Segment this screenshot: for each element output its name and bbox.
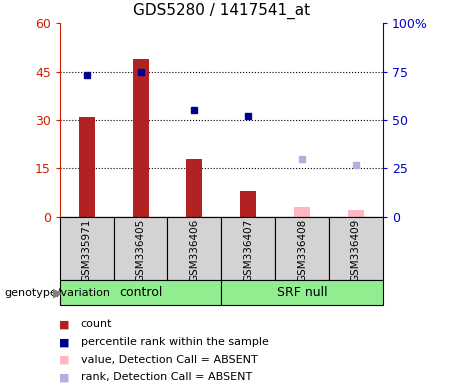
Text: value, Detection Call = ABSENT: value, Detection Call = ABSENT (81, 355, 257, 365)
Text: GSM336409: GSM336409 (351, 219, 361, 282)
Bar (221, 280, 383, 305)
Text: ■: ■ (59, 372, 70, 382)
Text: rank, Detection Call = ABSENT: rank, Detection Call = ABSENT (81, 372, 252, 382)
Bar (114, 217, 167, 280)
Text: ■: ■ (59, 337, 70, 347)
Text: GSM336407: GSM336407 (243, 219, 253, 282)
Text: control: control (119, 286, 162, 299)
Bar (329, 217, 383, 280)
Text: percentile rank within the sample: percentile rank within the sample (81, 337, 269, 347)
Bar (167, 217, 221, 280)
Text: GSM336406: GSM336406 (189, 219, 200, 282)
Bar (221, 217, 275, 280)
Bar (186, 159, 202, 217)
Text: GSM336408: GSM336408 (297, 219, 307, 282)
Bar (60, 217, 114, 280)
Bar (133, 59, 148, 217)
Text: GSM336405: GSM336405 (136, 219, 146, 282)
Title: GDS5280 / 1417541_at: GDS5280 / 1417541_at (133, 3, 310, 19)
Bar (294, 207, 310, 217)
Text: ■: ■ (59, 355, 70, 365)
Bar (275, 217, 329, 280)
Bar (240, 191, 256, 217)
Text: GSM335971: GSM335971 (82, 219, 92, 282)
Bar (60, 280, 221, 305)
Text: count: count (81, 319, 112, 329)
Text: ■: ■ (59, 319, 70, 329)
Text: SRF null: SRF null (277, 286, 327, 299)
Text: ▶: ▶ (53, 286, 63, 299)
Bar (79, 117, 95, 217)
Bar (348, 210, 364, 217)
Text: genotype/variation: genotype/variation (5, 288, 111, 298)
